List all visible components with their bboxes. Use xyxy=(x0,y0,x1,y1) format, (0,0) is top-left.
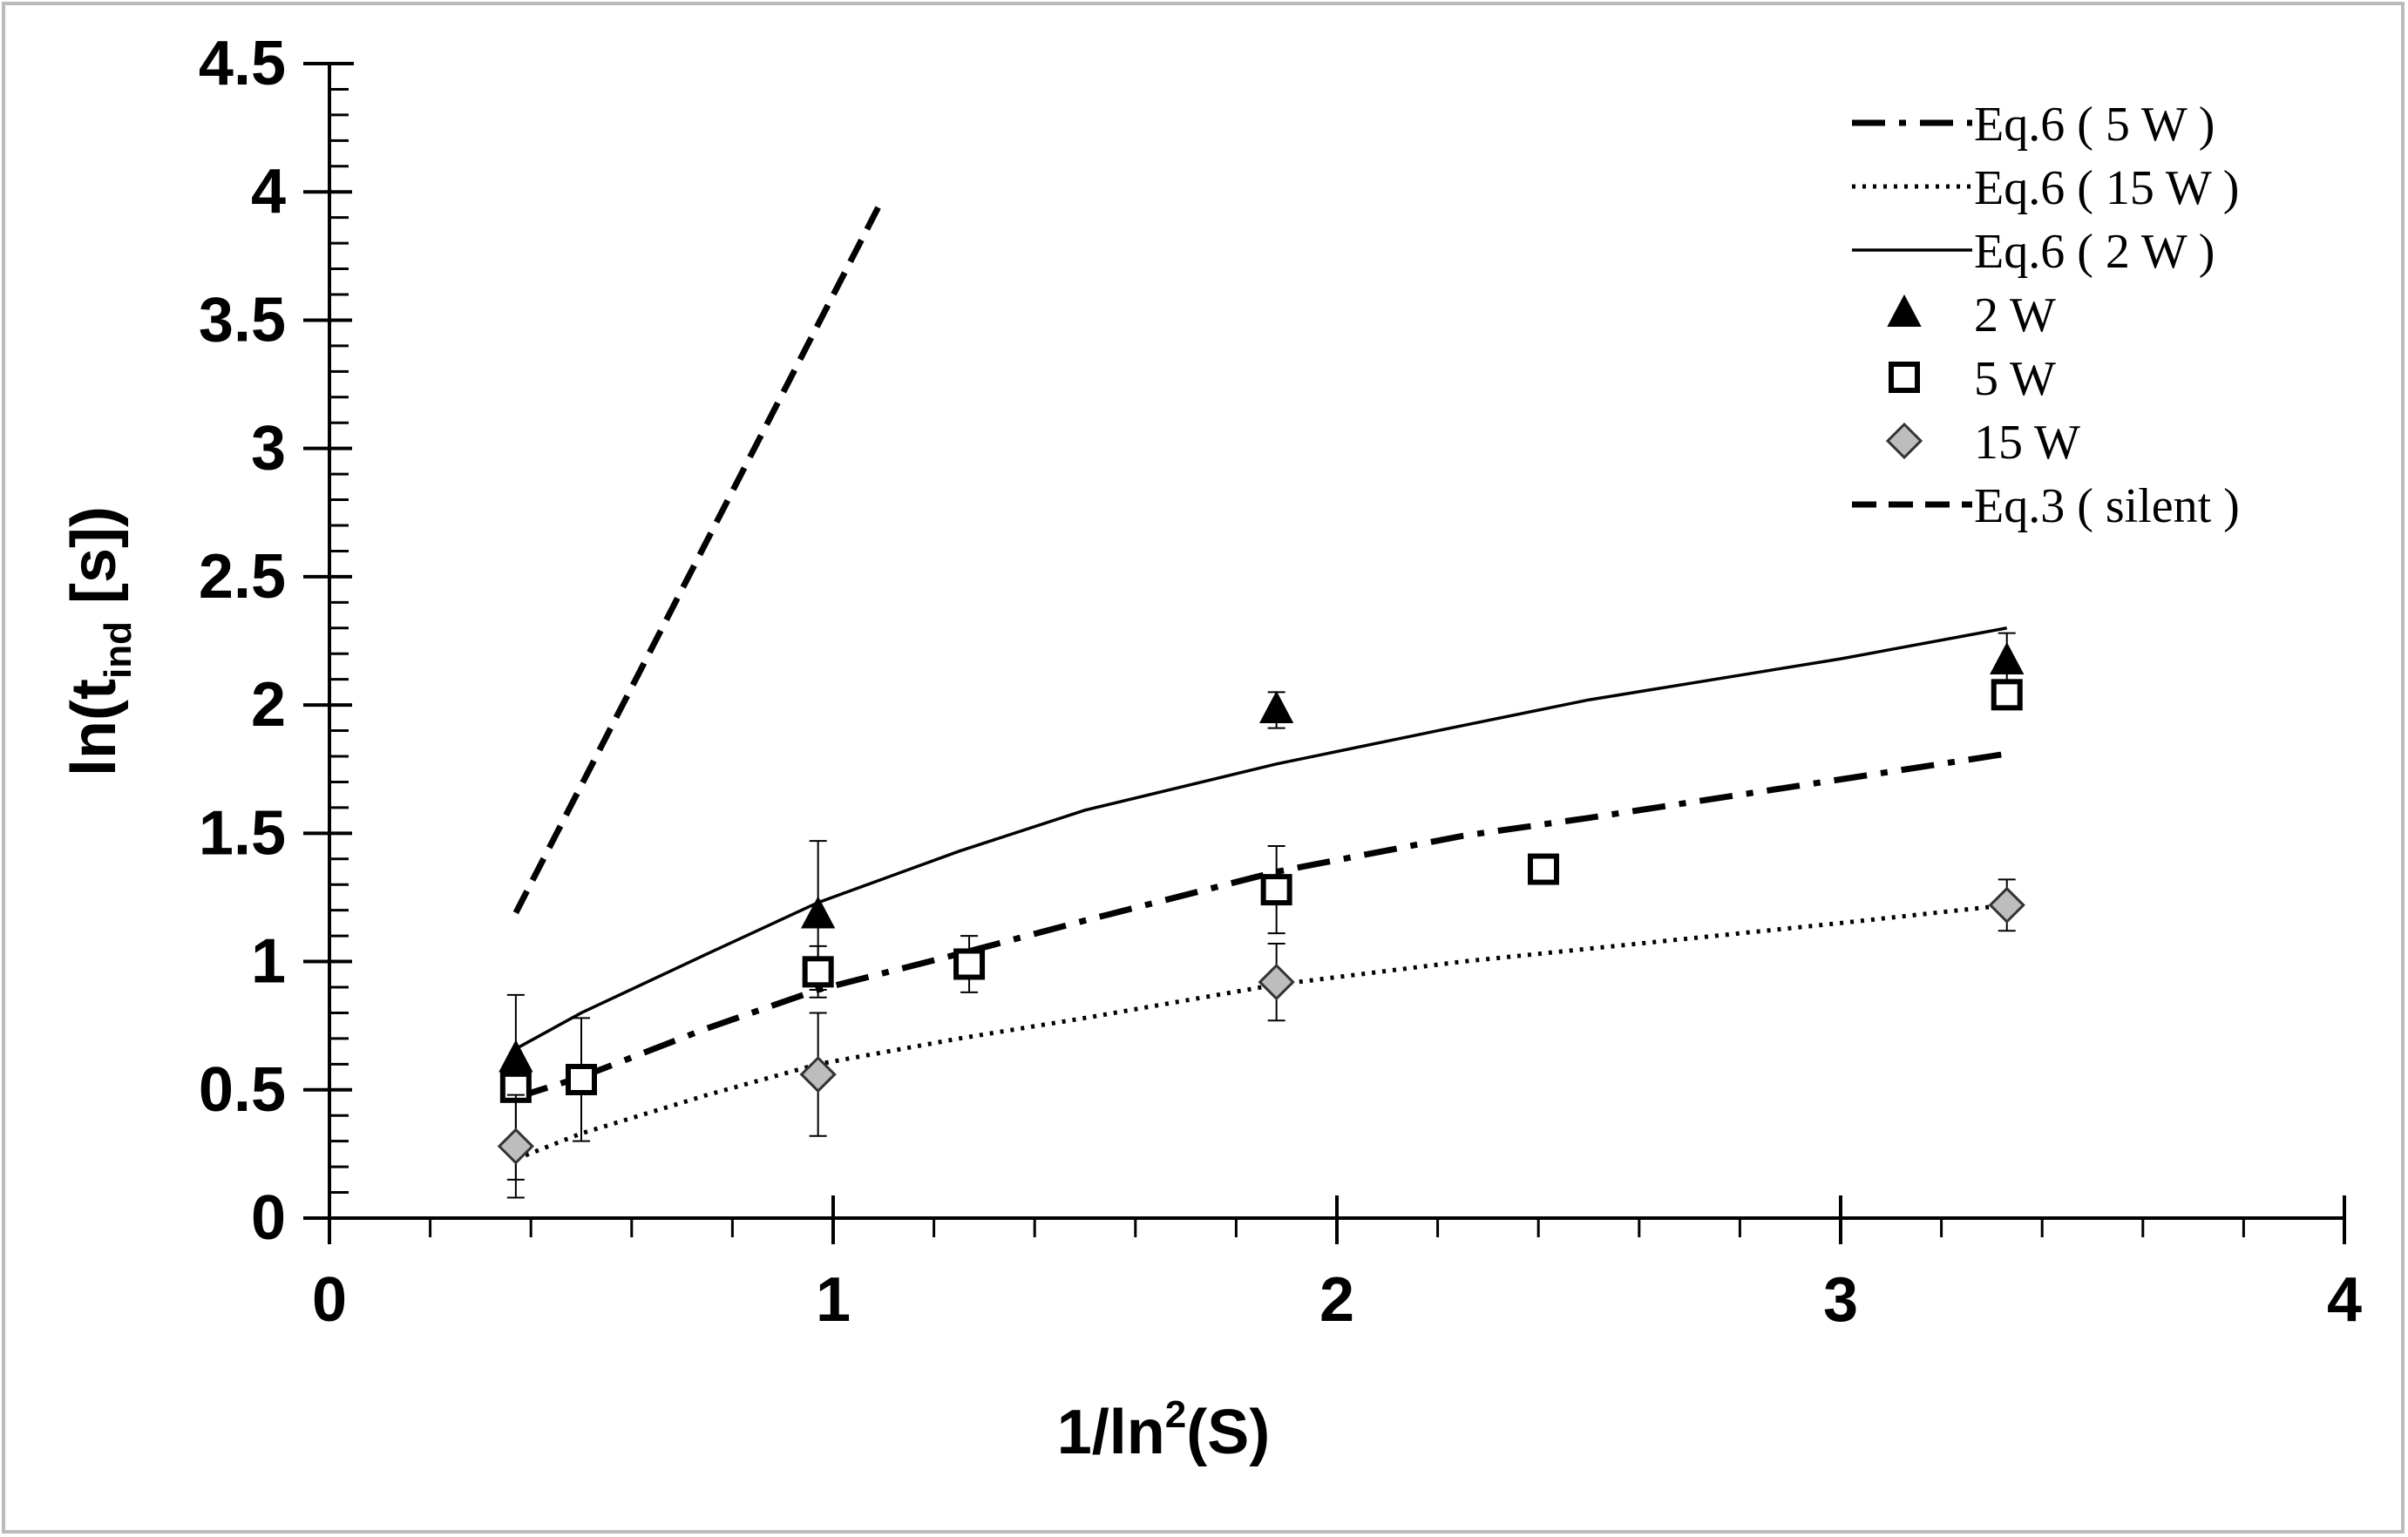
legend-label-2-w: 2 W xyxy=(1974,288,2056,342)
data-point-15-w xyxy=(799,1055,837,1094)
data-point-5-w xyxy=(1527,853,1559,885)
y-tick-label: 3.5 xyxy=(199,285,286,355)
data-point-5-w xyxy=(953,948,986,980)
legend-label-eq-6-5-w: Eq.6 ( 5 W ) xyxy=(1974,98,2215,152)
data-point-2-w xyxy=(1990,641,2025,675)
legend: Eq.6 ( 5 W ) Eq.6 ( 15 W ) Eq.6 ( 2 W ) 2 W… xyxy=(1852,98,2240,533)
data-point-5-w xyxy=(1991,679,2023,711)
x-tick-label: 3 xyxy=(1823,1265,1858,1335)
series-line-eq-3-silent xyxy=(512,195,886,915)
legend-label-15-w: 15 W xyxy=(1974,416,2080,470)
data-point-15-w xyxy=(1988,886,2025,924)
series-line-eq-6-15-w xyxy=(514,903,2008,1161)
legend-label-eq-6-15-w: Eq.6 ( 15 W ) xyxy=(1974,161,2239,215)
y-tick-label: 4 xyxy=(251,157,286,227)
data-point-5-w xyxy=(1260,874,1292,906)
data-point-2-w xyxy=(800,896,836,929)
legend-marker-15-w xyxy=(1885,422,1923,460)
legend-label-eq-3-silent: Eq.3 ( silent ) xyxy=(1974,479,2240,533)
data-point-2-w xyxy=(1258,690,1294,723)
x-axis-label: 1/ln2(S) xyxy=(1057,1393,1271,1467)
y-tick-label: 1 xyxy=(251,927,286,997)
legend-label-eq-6-2-w: Eq.6 ( 2 W ) xyxy=(1974,225,2215,279)
y-tick-label: 3 xyxy=(251,414,286,484)
x-tick-label: 4 xyxy=(2327,1265,2362,1335)
plot-layer: 0 1 2 3 4 0 0.5 1 1.5 2 2.5 3 3.5 4 4.5 xyxy=(199,29,2362,1335)
y-tick-label: 0 xyxy=(251,1183,286,1253)
legend-marker-5-w xyxy=(1889,362,1920,393)
y-tick-label: 4.5 xyxy=(199,29,286,98)
x-tick-label: 2 xyxy=(1319,1265,1354,1335)
y-tick-label: 2.5 xyxy=(199,542,286,612)
data-point-5-w xyxy=(566,1064,597,1095)
data-point-15-w xyxy=(1258,963,1295,1001)
y-tick-label: 1.5 xyxy=(199,798,286,868)
series-line-eq-6-5-w xyxy=(514,750,2008,1100)
legend-marker-2-w xyxy=(1887,294,1922,327)
data-point-5-w xyxy=(802,956,834,988)
y-tick-label: 2 xyxy=(251,670,286,740)
data-point-15-w xyxy=(497,1127,534,1165)
x-tick-label: 1 xyxy=(816,1265,851,1335)
legend-label-5-w: 5 W xyxy=(1974,352,2056,406)
x-tick-label: 0 xyxy=(312,1265,347,1335)
series-line-eq-6-2-w xyxy=(515,626,2008,1051)
y-tick-label: 0.5 xyxy=(199,1055,286,1125)
y-axis-label: ln(tind [s]) xyxy=(59,506,139,776)
